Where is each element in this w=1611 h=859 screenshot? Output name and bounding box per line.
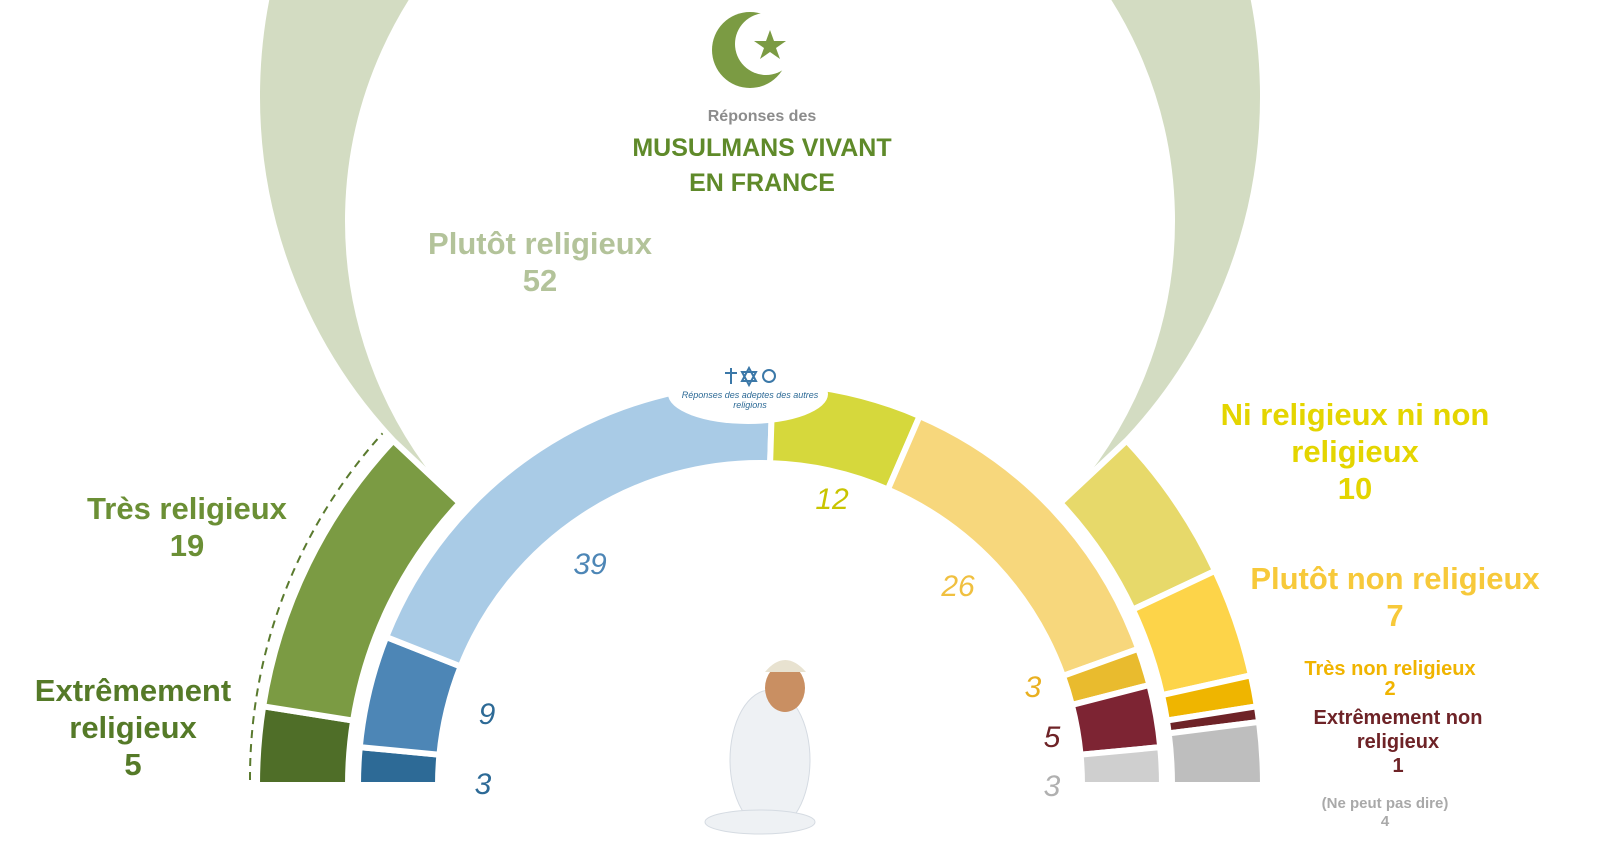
rings: [253, 0, 1267, 788]
category-label: Plutôt non religieux: [1250, 561, 1540, 596]
category-label: Extrêmement non religieux: [1313, 707, 1483, 753]
title: MUSULMANS VIVANT EN FRANCE: [632, 134, 892, 197]
religion-icons: [725, 365, 776, 388]
outer-segment: [1165, 718, 1267, 788]
outer-segment: [254, 0, 1266, 506]
value-label: 19: [169, 528, 205, 563]
category-label: Ni religieux ni non religieux: [1220, 397, 1490, 470]
category-label: (Ne peut pas dire): [1321, 795, 1449, 812]
inner-segment: [1077, 743, 1166, 788]
value-label: 10: [1337, 471, 1373, 506]
value-label: 7: [1386, 598, 1404, 633]
inner-value-label: 26: [941, 570, 975, 603]
value-label: 2: [1384, 678, 1396, 700]
inner-value-label: 3: [1043, 770, 1061, 803]
inner-value-label: 9: [478, 698, 496, 731]
inner-value-label: 3: [1024, 671, 1042, 704]
inner-value-label: 3: [474, 768, 492, 801]
value-label: 5: [124, 747, 142, 782]
inner-value-label: 39: [573, 548, 607, 581]
category-label: Très non religieux: [1304, 658, 1476, 680]
category-label: Extrêmement religieux: [34, 673, 232, 746]
inner-title: Réponses des adeptes des autres religion…: [681, 390, 819, 410]
value-label: 52: [522, 263, 558, 298]
subtitle: Réponses des: [707, 108, 817, 125]
inner-value-label: 5: [1043, 721, 1061, 754]
trend-arrow: [248, 419, 396, 781]
praying-man: [704, 660, 816, 835]
inner-label-bg: [668, 364, 828, 424]
value-label: 4: [1380, 813, 1390, 830]
category-label: Plutôt religieux: [428, 226, 652, 261]
value-label: 1: [1392, 755, 1404, 777]
category-label: Très religieux: [87, 491, 287, 526]
inner-value-label: 12: [815, 483, 849, 516]
crescent-icon: [712, 12, 797, 88]
